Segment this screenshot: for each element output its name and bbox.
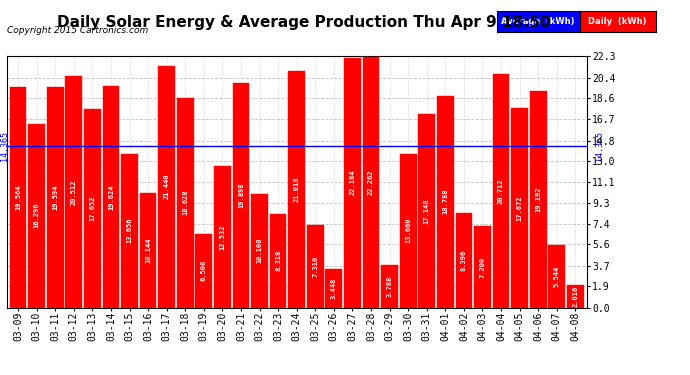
Bar [326,268,342,308]
Bar [511,108,528,307]
Text: 10.108: 10.108 [257,238,263,263]
Text: 22.164: 22.164 [349,170,355,195]
Text: 14.365: 14.365 [595,130,604,160]
Text: 3.788: 3.788 [386,276,393,297]
Text: 21.018: 21.018 [294,176,299,202]
Text: 19.898: 19.898 [238,183,244,208]
Text: 19.624: 19.624 [108,184,114,210]
Bar [233,83,249,308]
Bar [195,234,213,308]
Bar [251,194,268,308]
Text: 19.192: 19.192 [535,187,541,212]
Text: 14.365: 14.365 [0,130,9,160]
Text: 19.594: 19.594 [52,184,58,210]
Text: 6.506: 6.506 [201,260,207,282]
Bar [28,124,45,308]
Text: 18.628: 18.628 [182,190,188,215]
Bar [288,71,305,308]
Bar [10,87,26,308]
Text: 3.448: 3.448 [331,278,337,299]
Bar [493,74,509,307]
Text: 13.660: 13.660 [405,218,411,243]
Text: 13.656: 13.656 [126,218,132,243]
Text: 20.512: 20.512 [71,179,77,205]
Bar [270,214,286,308]
Text: 7.310: 7.310 [313,256,318,277]
Bar [158,66,175,308]
Bar [177,98,194,308]
Bar [455,213,472,308]
Bar [418,114,435,308]
Bar [437,96,454,308]
Text: 8.396: 8.396 [461,250,467,271]
Text: Copyright 2015 Cartronics.com: Copyright 2015 Cartronics.com [7,26,148,35]
Bar [307,225,324,308]
Text: 16.296: 16.296 [34,203,39,228]
Bar [530,91,546,308]
Text: 8.318: 8.318 [275,250,281,271]
Text: 20.712: 20.712 [498,178,504,204]
Text: Daily  (kWh): Daily (kWh) [589,17,647,26]
Bar [103,86,119,308]
Text: 10.144: 10.144 [145,238,151,263]
Text: Average  (kWh): Average (kWh) [502,17,575,26]
Bar [474,226,491,308]
Bar [214,166,230,308]
Text: 12.532: 12.532 [219,224,226,250]
Bar [567,285,584,308]
Bar [400,154,417,308]
Bar [121,154,138,308]
Text: 17.148: 17.148 [424,198,430,223]
Text: 19.564: 19.564 [15,184,21,210]
Bar [66,76,82,308]
Bar [363,57,380,308]
Bar [47,87,63,308]
Text: 2.016: 2.016 [572,285,578,307]
Text: 5.544: 5.544 [554,266,560,287]
Text: 7.200: 7.200 [480,256,486,278]
Text: Daily Solar Energy & Average Production Thu Apr 9 18:50: Daily Solar Energy & Average Production … [57,15,551,30]
Bar [382,265,398,308]
Bar [140,193,157,308]
Bar [549,245,565,308]
Text: 18.788: 18.788 [442,189,448,214]
Text: 22.262: 22.262 [368,170,374,195]
Bar [84,109,101,308]
Bar [344,58,361,308]
Text: 17.652: 17.652 [89,195,95,221]
Text: 17.672: 17.672 [517,195,522,221]
Text: 21.440: 21.440 [164,174,170,200]
